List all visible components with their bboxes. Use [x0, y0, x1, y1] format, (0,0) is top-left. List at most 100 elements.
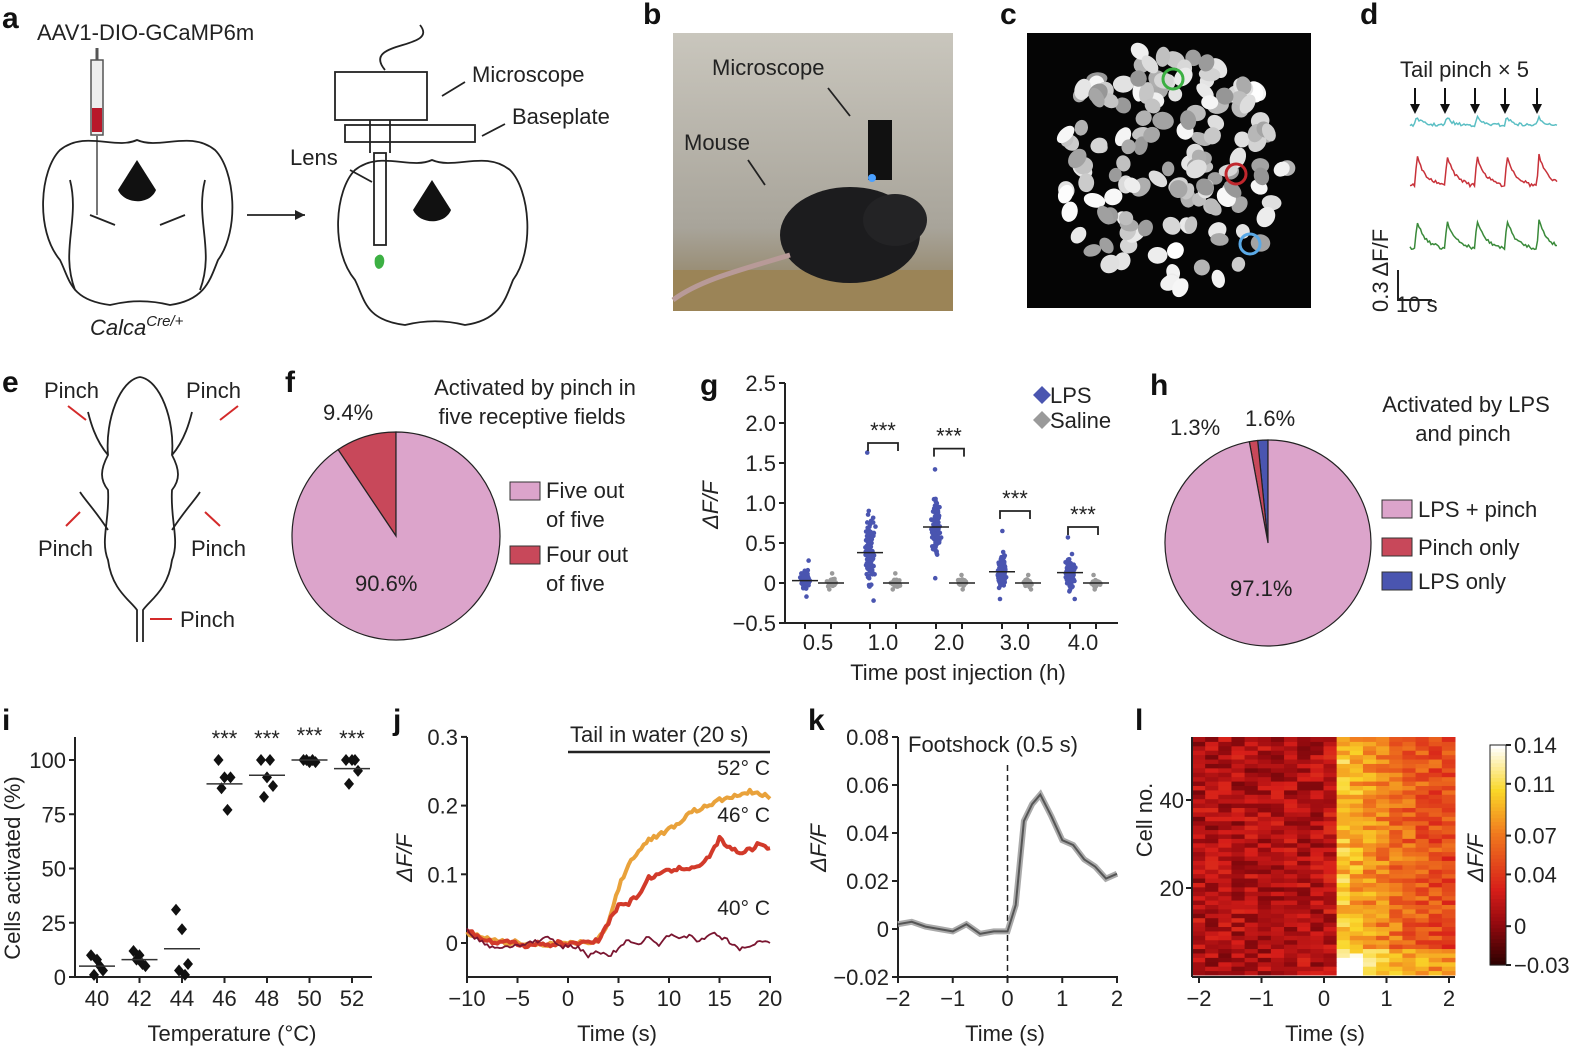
panel-label-d: d: [1360, 0, 1378, 31]
neuron: [1239, 94, 1256, 114]
heatmap-cell: [1402, 838, 1417, 844]
heatmap-cell: [1270, 913, 1285, 919]
panel-label-e: e: [2, 366, 19, 399]
heatmap-cell: [1284, 833, 1298, 839]
heatmap-cell: [1362, 922, 1377, 928]
heatmap-cell: [1349, 781, 1364, 786]
heatmap-cell: [1336, 935, 1351, 941]
heatmap-cell: [1376, 745, 1390, 751]
heatmap-cell: [1349, 759, 1364, 764]
heatmap-cell: [1192, 763, 1206, 769]
heatmap-cell: [1270, 970, 1285, 976]
heatmap-cell: [1349, 891, 1364, 897]
neuron: [1124, 177, 1141, 194]
heatmap-cell: [1389, 741, 1403, 747]
heatmap-cell: [1297, 829, 1311, 835]
heatmap-cell: [1218, 917, 1232, 923]
heatmap-cell: [1376, 825, 1390, 831]
panel-g-scatter: 2.5 2.0 1.5 1.0 0.5 0 −0.5 0.5 1.0 2.0 3.0 4.0Time …: [698, 371, 1118, 685]
heatmap-cell: [1336, 745, 1351, 751]
neuron: [1104, 188, 1123, 206]
heatmap-cell: [1402, 745, 1417, 751]
heatmap-cell: [1310, 904, 1324, 910]
y-tick-label: 100: [29, 748, 66, 773]
heatmap-cell: [1349, 803, 1364, 809]
heatmap-cell: [1231, 935, 1246, 941]
heatmap-cell: [1297, 820, 1311, 826]
heatmap-cell: [1310, 833, 1324, 839]
heatmap-cell: [1270, 935, 1285, 941]
heatmap-cell: [1323, 807, 1338, 813]
significance-bracket: [867, 442, 899, 451]
heatmap-cell: [1270, 851, 1285, 857]
calcium-trace: [1409, 114, 1558, 128]
neuron: [1168, 87, 1183, 102]
data-point: [1002, 553, 1008, 558]
heatmap-cell: [1297, 970, 1311, 976]
colorbar-tick-label: 0.04: [1514, 862, 1557, 887]
heatmap-cell: [1376, 838, 1390, 844]
heatmap-cell: [1389, 930, 1403, 936]
heatmap-cell: [1244, 833, 1259, 839]
heatmap-cell: [1310, 873, 1324, 879]
heatmap-cell: [1402, 737, 1417, 742]
heatmap-cell: [1349, 886, 1364, 892]
heatmap-cell: [1376, 948, 1390, 954]
heatmap-cell: [1284, 970, 1298, 976]
heatmap-cell: [1323, 803, 1338, 809]
data-point: [931, 496, 937, 502]
heatmap-cell: [1218, 820, 1232, 826]
heatmap-cell: [1389, 785, 1403, 791]
heatmap-cell: [1376, 926, 1390, 932]
heatmap-cell: [1336, 970, 1351, 976]
heatmap-cell: [1297, 952, 1311, 958]
series-line: [897, 792, 1118, 935]
heatmap-cell: [1428, 737, 1443, 742]
panel-l-heatmap: −2 −1 0 1 2 20 40 Time (s) Cell no. 0.14 0.11 0.07 0…: [1132, 733, 1570, 1046]
heatmap-cell: [1218, 860, 1232, 866]
x-tick-label: 15: [707, 986, 731, 1011]
heatmap-cell: [1297, 816, 1311, 822]
heatmap-cell: [1218, 798, 1232, 804]
data-point: [802, 582, 808, 588]
heatmap-cell: [1192, 803, 1206, 809]
neuron: [1196, 178, 1214, 196]
heatmap-cell: [1362, 825, 1377, 831]
heatmap-cell: [1336, 904, 1351, 910]
heatmap-cell: [1231, 886, 1246, 892]
heatmap-cell: [1257, 895, 1272, 901]
scale-x-label: 10 s: [1396, 292, 1438, 317]
heatmap-cell: [1244, 825, 1259, 831]
neuron: [1074, 119, 1088, 136]
heatmap-cell: [1402, 864, 1417, 870]
heatmap-cell: [1428, 763, 1443, 769]
heatmap-cell: [1231, 759, 1246, 764]
heatmap-cell: [1218, 895, 1232, 901]
colorbar-segment: [1490, 756, 1506, 761]
heatmap-cell: [1231, 851, 1246, 857]
heatmap-cell: [1389, 838, 1403, 844]
heatmap-cell: [1376, 944, 1390, 950]
heatmap-cell: [1349, 864, 1364, 870]
heatmap-cell: [1244, 754, 1259, 760]
heatmap-cell: [1297, 811, 1311, 817]
heatmap-cell: [1336, 811, 1351, 817]
legend-marker: [1033, 386, 1051, 404]
heatmap-cell: [1284, 869, 1298, 875]
heatmap-cell: [1362, 860, 1377, 866]
heatmap-cell: [1402, 785, 1417, 791]
colorbar-segment: [1490, 803, 1506, 808]
heatmap-cell: [1257, 750, 1272, 756]
heatmap-cell: [1284, 908, 1298, 914]
heatmap-cell: [1257, 904, 1272, 910]
heatmap-cell: [1376, 833, 1390, 839]
data-point: [867, 584, 872, 589]
heatmap-cell: [1349, 847, 1364, 853]
heatmap-cell: [1205, 878, 1219, 883]
heatmap-cell: [1336, 833, 1351, 839]
heatmap-cell: [1297, 895, 1311, 901]
heatmap-cell: [1205, 745, 1219, 751]
heatmap-cell: [1323, 825, 1338, 831]
heatmap-cell: [1402, 878, 1417, 883]
heatmap-cell: [1362, 882, 1377, 888]
